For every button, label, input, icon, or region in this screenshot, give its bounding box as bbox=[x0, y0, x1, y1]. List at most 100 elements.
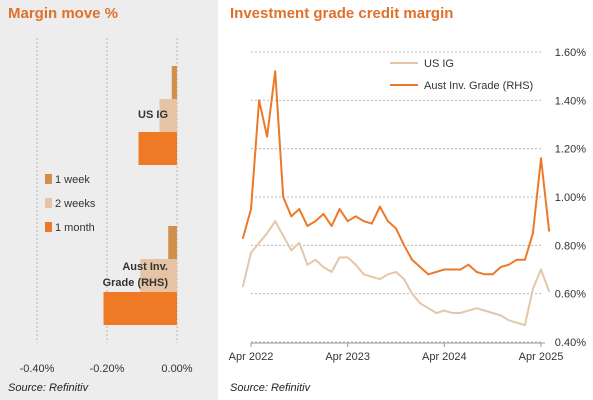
us-ig-point bbox=[499, 314, 502, 317]
us-ig-point bbox=[370, 275, 373, 278]
aust-inv-grade-point bbox=[419, 266, 422, 268]
us-ig-point bbox=[258, 242, 260, 244]
us-ig-point bbox=[242, 285, 244, 288]
legend-label: Aust Inv. Grade (RHS) bbox=[424, 80, 533, 92]
us-ig-point bbox=[274, 220, 277, 223]
y-tick-label: 0.60% bbox=[555, 289, 586, 301]
x-tick-label: -0.20% bbox=[90, 363, 125, 375]
x-tick-label: Apr 2022 bbox=[229, 351, 274, 363]
x-tick-label: 0.00% bbox=[161, 363, 192, 375]
us-ig-point bbox=[378, 278, 381, 281]
aust-inv-grade-point bbox=[427, 273, 430, 276]
y-tick-label: 1.00% bbox=[555, 192, 586, 204]
right-chart-title: Investment grade credit margin bbox=[230, 5, 454, 22]
us-ig-point bbox=[515, 321, 518, 324]
aust-inv-grade-point bbox=[322, 213, 325, 215]
aust-inv-grade-point bbox=[266, 135, 269, 138]
aust-inv-grade-point bbox=[548, 229, 550, 232]
us-ig-point bbox=[459, 312, 462, 314]
us-ig-point bbox=[282, 234, 285, 237]
us-ig-point bbox=[338, 256, 341, 259]
x-tick-label: -0.40% bbox=[20, 363, 55, 375]
aust-inv-grade-point bbox=[274, 70, 277, 73]
bar-1-week bbox=[171, 66, 177, 99]
us-ig-point bbox=[354, 263, 357, 266]
us-ig-point bbox=[451, 312, 454, 314]
us-ig-point bbox=[435, 312, 438, 314]
aust-inv-grade-point bbox=[483, 273, 486, 276]
x-tick-label: Apr 2025 bbox=[519, 351, 564, 363]
us-ig-point bbox=[290, 249, 293, 252]
us-ig-point bbox=[540, 268, 542, 271]
bar-2-weeks bbox=[140, 259, 177, 292]
us-ig-series-line bbox=[241, 220, 551, 327]
aust-inv-grade-point bbox=[507, 263, 510, 266]
right-source-note: Source: Refinitiv bbox=[230, 382, 311, 394]
y-tick-label: 0.40% bbox=[555, 337, 586, 349]
aust-inv-grade-point bbox=[346, 220, 349, 223]
us-ig-point bbox=[491, 312, 494, 314]
legend-swatch bbox=[45, 174, 52, 184]
aust-inv-grade-point bbox=[362, 220, 365, 223]
aust-inv-grade-point bbox=[378, 205, 381, 208]
bar-1-week bbox=[168, 226, 177, 259]
margin-move-bar-chart: -0.40% -0.20% 0.00% US IG Aust Inv. Grade (RH… bbox=[20, 38, 193, 375]
us-ig-point bbox=[314, 258, 317, 261]
aust-inv-grade-point bbox=[523, 258, 526, 261]
aust-inv-grade-point bbox=[475, 271, 478, 273]
bar-2-weeks bbox=[159, 99, 177, 132]
aust-inv-grade-point bbox=[258, 99, 260, 102]
x-tick-label: Apr 2024 bbox=[422, 351, 467, 363]
us-ig-point bbox=[298, 242, 301, 244]
us-ig-point bbox=[483, 309, 486, 312]
y-tick-label: 1.60% bbox=[555, 47, 586, 59]
us-ig-point bbox=[322, 266, 325, 268]
aust-inv-grade-point bbox=[330, 225, 333, 227]
us-ig-point bbox=[443, 309, 446, 312]
legend-label: 1 week bbox=[55, 174, 90, 186]
legend-label: US IG bbox=[424, 58, 454, 70]
aust-inv-grade-point bbox=[314, 220, 317, 223]
aust-inv-grade-point bbox=[451, 268, 454, 271]
aust-inv-grade-point bbox=[290, 215, 293, 218]
left-chart-title: Margin move % bbox=[8, 5, 119, 22]
aust-inv-grade-point bbox=[467, 263, 470, 266]
aust-inv-grade-point bbox=[242, 237, 244, 239]
bar-1-month bbox=[138, 132, 177, 165]
aust-inv-grade-point bbox=[515, 258, 518, 261]
us-ig-point bbox=[411, 292, 414, 295]
legend-label: 1 month bbox=[55, 222, 95, 234]
category-label: Aust Inv. bbox=[122, 261, 168, 273]
left-panel bbox=[0, 0, 218, 400]
us-ig-point bbox=[330, 271, 333, 273]
us-ig-point bbox=[419, 302, 422, 305]
us-ig-point bbox=[548, 290, 550, 293]
left-source-note: Source: Refinitiv bbox=[8, 382, 89, 394]
right-panel bbox=[218, 0, 593, 400]
us-ig-point bbox=[403, 278, 405, 281]
us-ig-point bbox=[266, 232, 269, 235]
aust-inv-grade-point bbox=[354, 215, 357, 218]
aust-inv-grade-point bbox=[540, 157, 542, 160]
legend-swatch bbox=[45, 198, 52, 208]
aust-inv-grade-point bbox=[395, 227, 397, 230]
y-tick-label: 1.20% bbox=[555, 144, 586, 156]
x-tick-label: Apr 2023 bbox=[325, 351, 370, 363]
legend-swatch bbox=[45, 222, 52, 232]
us-ig-point bbox=[395, 271, 397, 273]
aust-inv-grade-point bbox=[443, 268, 446, 271]
aust-inv-grade-point bbox=[250, 208, 252, 210]
aust-inv-grade-point bbox=[298, 208, 301, 210]
category-label: Grade (RHS) bbox=[103, 277, 169, 289]
legend-label: 2 weeks bbox=[55, 198, 96, 210]
aust-inv-grade-point bbox=[403, 244, 405, 247]
aust-inv-grade-point bbox=[282, 196, 285, 198]
y-tick-label: 0.80% bbox=[555, 240, 586, 252]
aust-inv-grade-point bbox=[411, 258, 414, 261]
us-ig-point bbox=[427, 307, 430, 310]
aust-inv-grade-point bbox=[306, 225, 309, 227]
category-label: US IG bbox=[138, 109, 168, 121]
us-ig-point bbox=[475, 307, 478, 310]
aust-inv-grade-point bbox=[491, 273, 494, 276]
